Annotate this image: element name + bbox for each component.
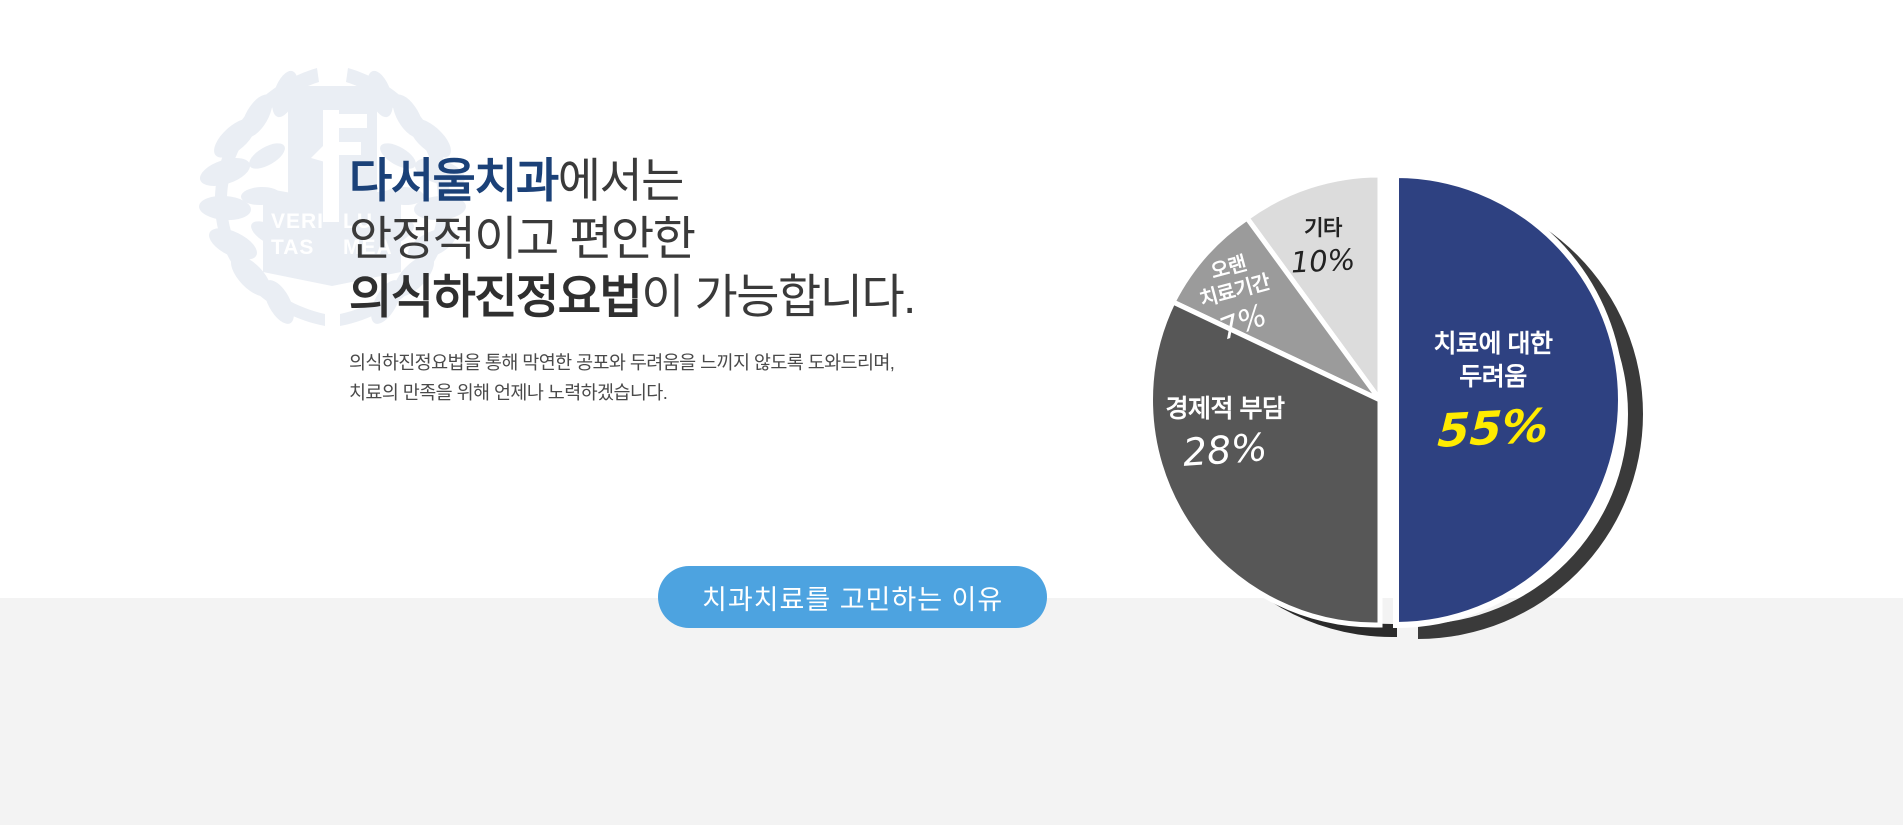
headline-line-3: 의식하진정요법이 가능합니다. [349, 268, 1049, 326]
pie-chart: 치료에 대한 두려움 55% 경제적 부담 28% 오랜 치료기간 7% 기타 … [1110, 150, 1670, 650]
clinic-name: 다서울치과 [349, 154, 559, 207]
sub-copy-line-2: 치료의 만족을 위해 언제나 노력하겠습니다. [349, 382, 668, 403]
headline-line-3-rest: 이 가능합니다. [641, 270, 916, 323]
pie-slice-cost[interactable] [1148, 298, 1383, 628]
crest-motto-tas: TAS [271, 236, 314, 259]
crest-motto-veri: VERI [271, 210, 324, 233]
headline-line-1-rest: 에서는 [557, 154, 685, 207]
headline-block: 다서울치과에서는 안정적이고 편안한 의식하진정요법이 가능합니다. 의식하진정… [349, 152, 1049, 408]
sub-copy-line-1: 의식하진정요법을 통해 막연한 공포와 두려움을 느끼지 않도록 도와드리며, [349, 352, 895, 373]
headline-line-2: 안정적이고 편안한 [349, 212, 696, 265]
pie-chart-svg [1148, 171, 1643, 639]
chart-caption-pill[interactable]: 치과치료를 고민하는 이유 [658, 566, 1048, 628]
pie-slice-other[interactable] [1243, 172, 1383, 408]
sedation-term: 의식하진정요법 [349, 270, 643, 323]
sub-copy: 의식하진정요법을 통해 막연한 공포와 두려움을 느끼지 않도록 도와드리며, … [349, 348, 1049, 408]
bottom-band [0, 598, 1903, 825]
chart-caption-label: 치과치료를 고민하는 이유 [702, 584, 1004, 615]
headline-line-1: 다서울치과에서는 [349, 152, 1049, 210]
pie-slice-fear[interactable] [1393, 171, 1624, 629]
pie-slice-duration[interactable] [1169, 214, 1383, 403]
